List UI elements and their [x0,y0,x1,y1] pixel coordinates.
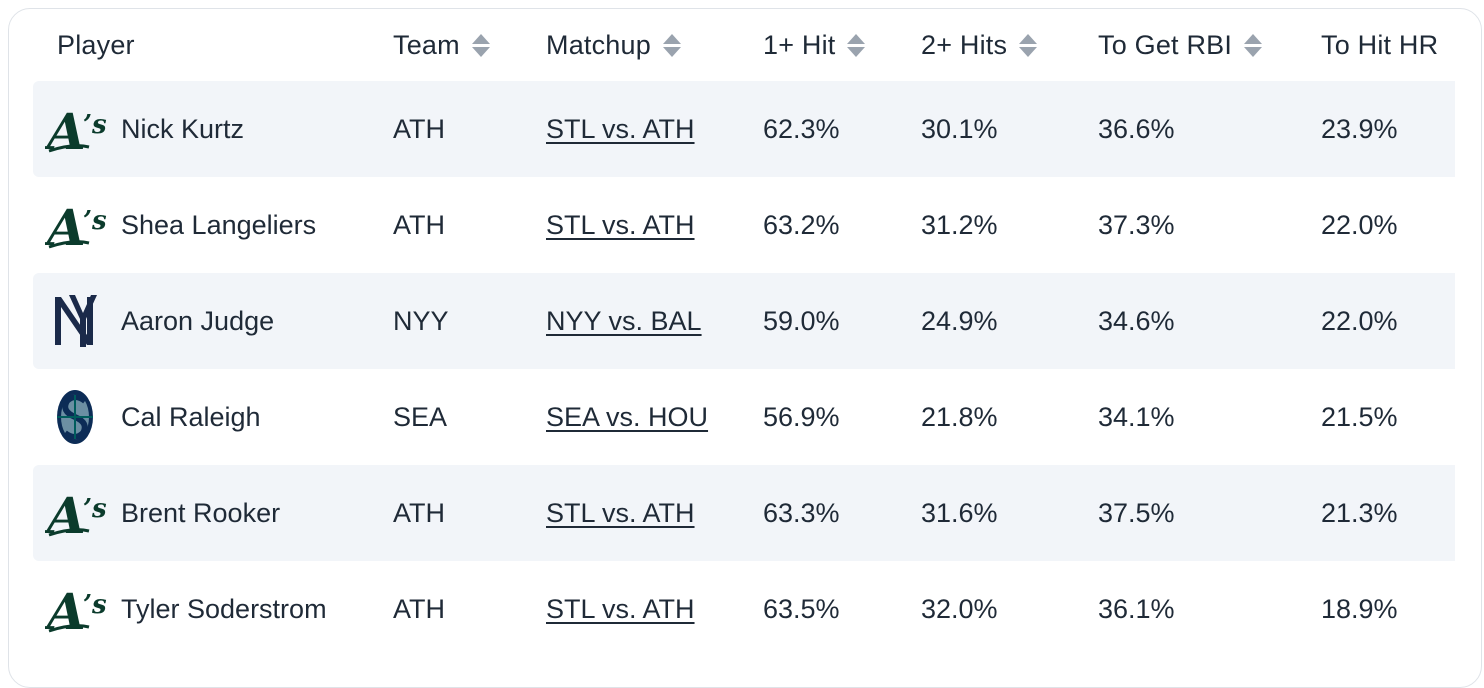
header-two-hits[interactable]: 2+ Hits [921,30,1038,61]
hr-prob: 18.9% [1321,593,1398,624]
one-hit-prob: 63.5% [763,593,840,624]
table-row: A ’s Shea Langeliers ATH STL vs. ATH 63.2% 3… [33,177,1455,273]
athletics-logo: A ’s [43,483,109,545]
hr-prob: 21.3% [1321,497,1398,528]
player-name: Shea Langeliers [121,209,317,240]
table-row: Cal Raleigh SEA SEA vs. HOU 56.9% 21.8% 34.1%… [33,369,1455,465]
matchup-link[interactable]: STL vs. ATH [546,209,695,240]
rbi-prob: 34.1% [1098,401,1175,432]
rbi-prob: 34.6% [1098,305,1175,336]
table-row: A ’s Nick Kurtz ATH STL vs. ATH 62.3% 30.1% 3… [33,81,1455,177]
header-team-label: Team [393,30,460,60]
two-hits-prob: 31.2% [921,209,998,240]
header-rbi-label: To Get RBI [1098,30,1233,60]
player-props-table: Player Team Matchup 1+ Hit 2+ Hits To Ge… [33,9,1455,657]
rbi-prob: 36.1% [1098,593,1175,624]
mariners-logo [45,387,109,447]
player-props-table-card: Player Team Matchup 1+ Hit 2+ Hits To Ge… [8,8,1482,688]
hr-prob: 23.9% [1321,113,1398,144]
team-abbr: NYY [393,305,449,336]
player-name: Tyler Soderstrom [121,593,327,624]
team-abbr: ATH [393,497,445,528]
header-one-hit-label: 1+ Hit [763,30,836,60]
table-row: Aaron Judge NYY NYY vs. BAL 59.0% 24.9% 34.6%… [33,273,1455,369]
sort-icon[interactable] [471,34,490,57]
sort-icon[interactable] [1244,34,1263,57]
header-team[interactable]: Team [393,30,490,61]
svg-text:’s: ’s [83,494,107,524]
svg-text:’s: ’s [83,590,107,620]
svg-text:’s: ’s [83,110,107,140]
team-abbr: SEA [393,401,448,432]
player-name: Aaron Judge [121,305,275,336]
team-abbr: ATH [393,209,445,240]
team-abbr: ATH [393,113,445,144]
one-hit-prob: 56.9% [763,401,840,432]
athletics-logo: A ’s [43,99,109,161]
rbi-prob: 37.3% [1098,209,1175,240]
hr-prob: 22.0% [1321,305,1398,336]
two-hits-prob: 30.1% [921,113,998,144]
rbi-prob: 37.5% [1098,497,1175,528]
sort-icon[interactable] [1019,34,1038,57]
table-body: A ’s Nick Kurtz ATH STL vs. ATH 62.3% 30.1% 3… [33,81,1455,657]
matchup-link[interactable]: NYY vs. BAL [546,305,702,336]
one-hit-prob: 59.0% [763,305,840,336]
player-name: Nick Kurtz [121,113,245,144]
table-row: A ’s Tyler Soderstrom ATH STL vs. ATH 63.5%… [33,561,1455,657]
table-row: A ’s Brent Rooker ATH STL vs. ATH 63.3% 31.6… [33,465,1455,561]
sort-icon[interactable] [662,34,681,57]
two-hits-prob: 32.0% [921,593,998,624]
header-player-label: Player [57,30,135,60]
header-hr[interactable]: To Hit HR [1321,30,1438,61]
one-hit-prob: 63.3% [763,497,840,528]
two-hits-prob: 31.6% [921,497,998,528]
hr-prob: 21.5% [1321,401,1398,432]
header-player: Player [57,30,135,61]
yankees-logo [45,291,109,351]
two-hits-prob: 24.9% [921,305,998,336]
header-one-hit[interactable]: 1+ Hit [763,30,866,61]
two-hits-prob: 21.8% [921,401,998,432]
header-matchup-label: Matchup [546,30,651,60]
athletics-logo: A ’s [43,579,109,641]
one-hit-prob: 62.3% [763,113,840,144]
svg-text:’s: ’s [83,206,107,236]
one-hit-prob: 63.2% [763,209,840,240]
athletics-logo: A ’s [43,195,109,257]
table-header: Player Team Matchup 1+ Hit 2+ Hits To Ge… [33,9,1455,81]
matchup-link[interactable]: STL vs. ATH [546,497,695,528]
matchup-link[interactable]: SEA vs. HOU [546,401,709,432]
sort-icon[interactable] [847,34,866,57]
matchup-link[interactable]: STL vs. ATH [546,113,695,144]
player-name: Brent Rooker [121,497,281,528]
header-two-hits-label: 2+ Hits [921,30,1008,60]
player-name: Cal Raleigh [121,401,261,432]
matchup-link[interactable]: STL vs. ATH [546,593,695,624]
header-rbi[interactable]: To Get RBI [1098,30,1263,61]
team-abbr: ATH [393,593,445,624]
rbi-prob: 36.6% [1098,113,1175,144]
header-hr-label: To Hit HR [1321,30,1439,60]
hr-prob: 22.0% [1321,209,1398,240]
header-matchup[interactable]: Matchup [546,30,681,61]
